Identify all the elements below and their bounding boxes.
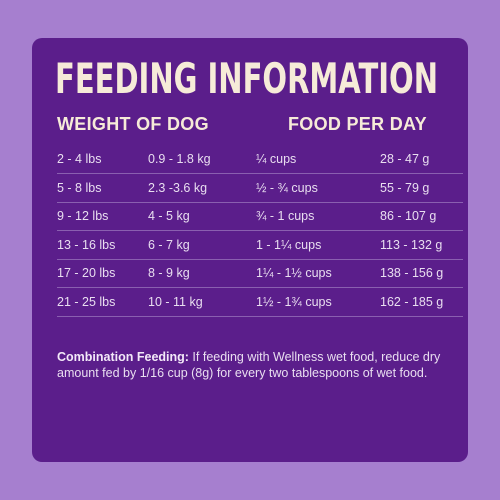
table-cell: 86 - 107 g	[380, 209, 437, 223]
row-separator	[57, 315, 463, 317]
note: Combination Feeding: If feeding with Wel…	[57, 349, 452, 381]
table-cell: ½ - ¾ cups	[256, 180, 318, 195]
row-separator	[57, 230, 463, 231]
table-cell: 1¼ - 1½ cups	[256, 266, 332, 280]
table-cell: 9 - 12 lbs	[57, 209, 109, 223]
table-cell: ¾ - 1 cups	[256, 209, 315, 223]
row-separator	[57, 258, 463, 260]
table-cell: 138 - 156 g	[380, 266, 444, 280]
column-header: WEIGHT OF DOG	[57, 114, 209, 134]
row-separator	[57, 201, 463, 203]
card	[32, 38, 468, 462]
table-cell: 10 - 11 kg	[148, 294, 203, 309]
table-cell: 13 - 16 lbs	[57, 237, 116, 252]
table-cell: 6 - 7 kg	[148, 237, 190, 252]
title: FEEDING INFORMATION	[55, 54, 438, 98]
table-cell: 55 - 79 g	[380, 180, 430, 195]
table-cell: 28 - 47 g	[380, 152, 430, 166]
column-header: FOOD PER DAY	[288, 114, 427, 134]
table-cell: 1 - 1¼ cups	[256, 237, 322, 252]
table-cell: 4 - 5 kg	[148, 209, 190, 223]
table-cell: 113 - 132 g	[380, 237, 443, 252]
table-cell: 2.3 -3.6 kg	[148, 180, 208, 195]
table-cell: 5 - 8 lbs	[57, 180, 102, 195]
table-cell: 21 - 25 lbs	[57, 294, 116, 309]
row-separator	[57, 173, 463, 174]
table-cell: 0.9 - 1.8 kg	[148, 152, 211, 166]
note-label: Combination Feeding:	[57, 350, 189, 364]
title-box: FEEDING INFORMATION	[55, 54, 438, 98]
table-cell: 162 - 185 g	[380, 294, 444, 309]
table-cell: 2 - 4 lbs	[57, 152, 102, 166]
table-cell: 17 - 20 lbs	[57, 266, 116, 280]
note-text: If feeding with Wellness wet food, reduc…	[57, 350, 441, 380]
table-cell: 8 - 9 kg	[148, 266, 190, 280]
row-separator	[57, 287, 463, 288]
table-cell: ¼ cups	[256, 152, 297, 166]
table-cell: 1½ - 1¾ cups	[256, 294, 332, 309]
